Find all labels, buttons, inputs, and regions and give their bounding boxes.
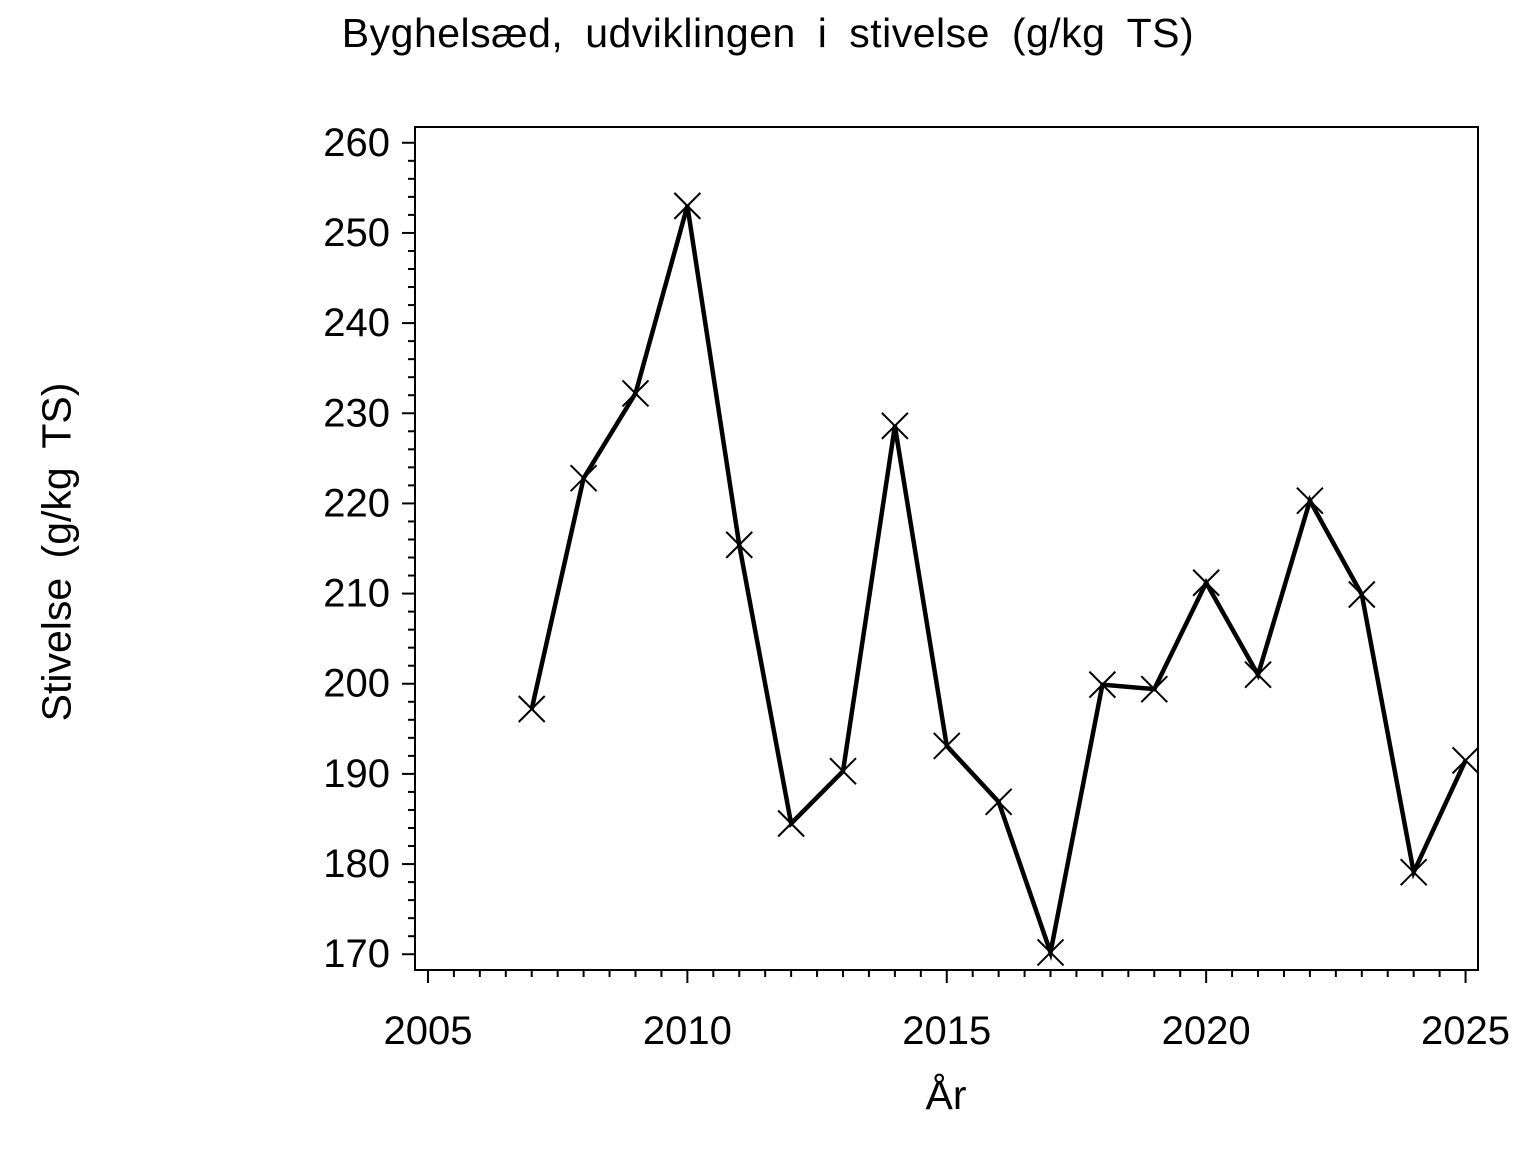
y-axis-tick-label: 190 <box>323 752 390 796</box>
y-axis-tick-label: 200 <box>323 662 390 706</box>
y-axis-tick-label: 250 <box>323 211 390 255</box>
data-point-x-marker <box>829 757 857 785</box>
x-axis-tick-label: 2005 <box>383 1009 472 1053</box>
data-point-x-marker <box>984 788 1013 816</box>
chart-title: Byghelsæd, udviklingen i stivelse (g/kg … <box>341 10 1195 56</box>
data-point-x-marker <box>1451 746 1480 775</box>
data-point-x-marker <box>725 531 753 559</box>
data-point-x-marker <box>621 379 650 408</box>
y-axis-tick-label: 260 <box>323 121 390 165</box>
data-point-x-marker <box>1399 858 1428 886</box>
data-point-x-marker <box>777 809 805 838</box>
trend-line <box>529 205 1468 962</box>
data-point-x-marker <box>1348 580 1376 609</box>
data-point-x-marker <box>1296 487 1324 515</box>
plot-frame <box>414 126 1479 971</box>
data-point-x-marker <box>1088 670 1117 699</box>
y-axis-tick-label: 220 <box>323 481 390 525</box>
y-axis-tick-label: 240 <box>323 301 390 345</box>
y-axis-tick-label: 180 <box>323 842 390 886</box>
y-axis-tick-label: 170 <box>323 932 390 976</box>
data-point-x-marker <box>933 732 961 760</box>
data-point-x-marker <box>881 412 909 440</box>
x-axis-tick-label: 2015 <box>902 1009 991 1053</box>
data-point-x-marker <box>1036 938 1065 967</box>
x-axis-title: År <box>925 1072 967 1118</box>
data-point-x-marker <box>569 464 598 492</box>
data-point-x-marker <box>518 695 546 723</box>
data-point-x-marker <box>1244 661 1272 689</box>
data-point-x-marker <box>1140 675 1168 703</box>
x-axis-tick-label: 2010 <box>643 1009 732 1053</box>
data-point-x-marker <box>673 192 702 220</box>
y-axis-tick-label: 210 <box>323 572 390 616</box>
x-axis-tick-label: 2020 <box>1162 1009 1251 1053</box>
x-axis-tick-label: 2025 <box>1421 1009 1510 1053</box>
y-axis-tick-label: 230 <box>323 391 390 435</box>
data-point-x-marker <box>1192 569 1220 597</box>
